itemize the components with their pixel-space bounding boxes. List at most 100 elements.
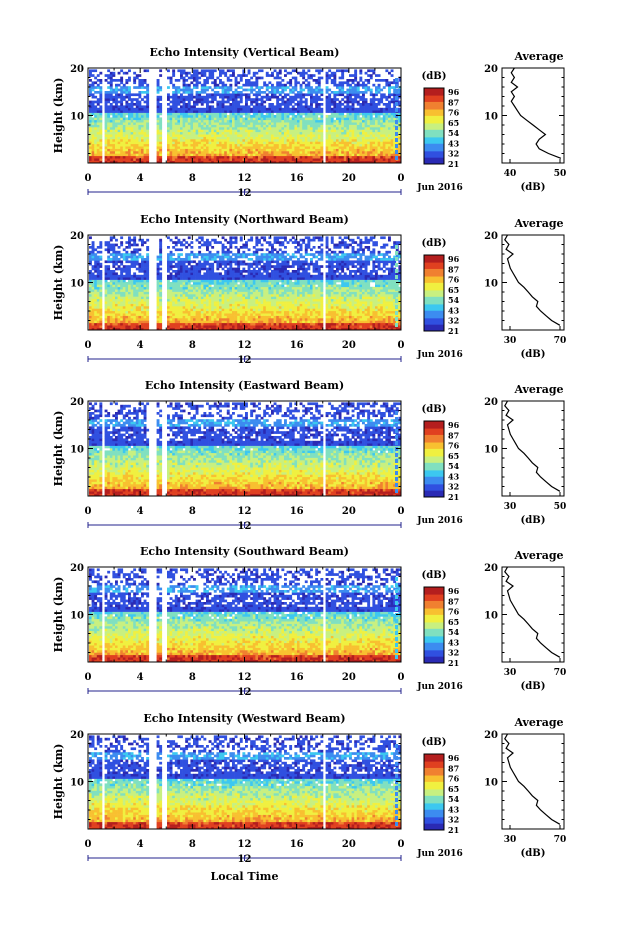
heatmap-cell bbox=[128, 151, 131, 154]
heatmap-cell bbox=[138, 137, 141, 140]
heatmap-cell bbox=[310, 129, 313, 132]
heatmap-cell bbox=[276, 108, 279, 111]
heatmap-cell bbox=[346, 105, 349, 108]
heatmap-cell bbox=[110, 89, 113, 92]
heatmap-cell bbox=[219, 125, 222, 128]
heatmap-cell bbox=[222, 89, 225, 92]
heatmap-cell bbox=[268, 146, 271, 149]
heatmap-cell bbox=[115, 132, 118, 135]
heatmap-cell bbox=[183, 103, 186, 106]
heatmap-cell bbox=[222, 103, 225, 106]
heatmap-cell bbox=[190, 120, 193, 123]
heatmap-cell bbox=[94, 110, 97, 113]
heatmap-cell bbox=[302, 113, 305, 116]
heatmap-cell bbox=[255, 108, 258, 111]
heatmap-cell bbox=[167, 122, 170, 125]
heatmap-cell bbox=[167, 113, 170, 116]
heatmap-cell bbox=[211, 151, 214, 154]
heatmap-cell bbox=[263, 132, 266, 135]
heatmap-cell bbox=[115, 122, 118, 125]
heatmap-cell bbox=[196, 115, 199, 118]
heatmap-cell bbox=[328, 129, 331, 132]
heatmap-cell bbox=[281, 113, 284, 116]
heatmap-cell bbox=[203, 98, 206, 101]
heatmap-cell bbox=[310, 113, 313, 116]
heatmap-cell bbox=[261, 158, 264, 161]
heatmap-cell bbox=[336, 110, 339, 113]
heatmap-cell bbox=[118, 137, 121, 140]
heatmap-cell bbox=[183, 77, 186, 80]
heatmap-cell bbox=[287, 153, 290, 156]
heatmap-cell bbox=[203, 141, 206, 144]
heatmap-cell bbox=[258, 156, 261, 159]
heatmap-cell bbox=[206, 129, 209, 132]
heatmap-cell bbox=[281, 127, 284, 130]
heatmap-cell bbox=[354, 146, 357, 149]
heatmap-cell bbox=[240, 149, 243, 152]
heatmap-cell bbox=[214, 86, 217, 89]
heatmap-cell bbox=[206, 77, 209, 80]
heatmap-cell bbox=[89, 117, 92, 120]
heatmap-cell bbox=[328, 93, 331, 96]
heatmap-cell bbox=[331, 149, 334, 152]
heatmap-cell bbox=[206, 110, 209, 113]
heatmap-cell bbox=[255, 137, 258, 140]
heatmap-cell bbox=[305, 149, 308, 152]
heatmap-cell bbox=[336, 103, 339, 106]
heatmap-cell bbox=[237, 139, 240, 142]
heatmap-cell bbox=[315, 117, 318, 120]
heatmap-cell bbox=[92, 137, 95, 140]
heatmap-cell bbox=[274, 117, 277, 120]
heatmap-cell bbox=[141, 84, 144, 87]
heatmap-cell bbox=[190, 149, 193, 152]
heatmap-cell bbox=[141, 151, 144, 154]
heatmap-cell bbox=[206, 149, 209, 152]
heatmap-cell bbox=[232, 158, 235, 161]
heatmap-cell bbox=[211, 122, 214, 125]
heatmap-cell bbox=[235, 110, 238, 113]
heatmap-cell bbox=[118, 101, 121, 104]
heatmap-cell bbox=[201, 134, 204, 137]
heatmap-cell bbox=[131, 141, 134, 144]
heatmap-cell bbox=[292, 141, 295, 144]
heatmap-cell bbox=[170, 105, 173, 108]
heatmap-cell bbox=[136, 139, 139, 142]
heatmap-cell bbox=[292, 115, 295, 118]
heatmap-cell bbox=[313, 110, 316, 113]
heatmap-cell bbox=[216, 91, 219, 94]
heatmap-cell bbox=[185, 108, 188, 111]
heatmap-cell bbox=[250, 122, 253, 125]
heatmap-cell bbox=[261, 113, 264, 116]
heatmap-cell bbox=[276, 98, 279, 101]
heatmap-cell bbox=[289, 89, 292, 92]
heatmap-cell bbox=[255, 98, 258, 101]
heatmap-cell bbox=[89, 149, 92, 152]
heatmap-cell bbox=[349, 139, 352, 142]
heatmap-cell bbox=[89, 158, 92, 161]
heatmap-cell bbox=[352, 127, 355, 130]
heatmap-cell bbox=[105, 110, 108, 113]
heatmap-cell bbox=[159, 108, 162, 111]
heatmap-cell bbox=[339, 144, 342, 147]
heatmap-cell bbox=[339, 101, 342, 104]
heatmap-cell bbox=[268, 134, 271, 137]
heatmap-cell bbox=[198, 77, 201, 80]
heatmap-cell bbox=[276, 117, 279, 120]
heatmap-cell bbox=[170, 137, 173, 140]
heatmap-cell bbox=[219, 158, 222, 161]
heatmap-cell bbox=[331, 156, 334, 159]
heatmap-cell bbox=[276, 129, 279, 132]
heatmap-cell bbox=[279, 117, 282, 120]
heatmap-cell bbox=[255, 127, 258, 130]
heatmap-cell bbox=[177, 151, 180, 154]
heatmap-cell bbox=[305, 103, 308, 106]
heatmap-cell bbox=[268, 122, 271, 125]
heatmap-cell bbox=[193, 74, 196, 77]
heatmap-cell bbox=[159, 113, 162, 116]
heatmap-cell bbox=[175, 153, 178, 156]
heatmap-cell bbox=[331, 146, 334, 149]
heatmap-cell bbox=[128, 79, 131, 82]
heatmap-cell bbox=[341, 149, 344, 152]
heatmap-cell bbox=[268, 103, 271, 106]
heatmap-cell bbox=[190, 134, 193, 137]
